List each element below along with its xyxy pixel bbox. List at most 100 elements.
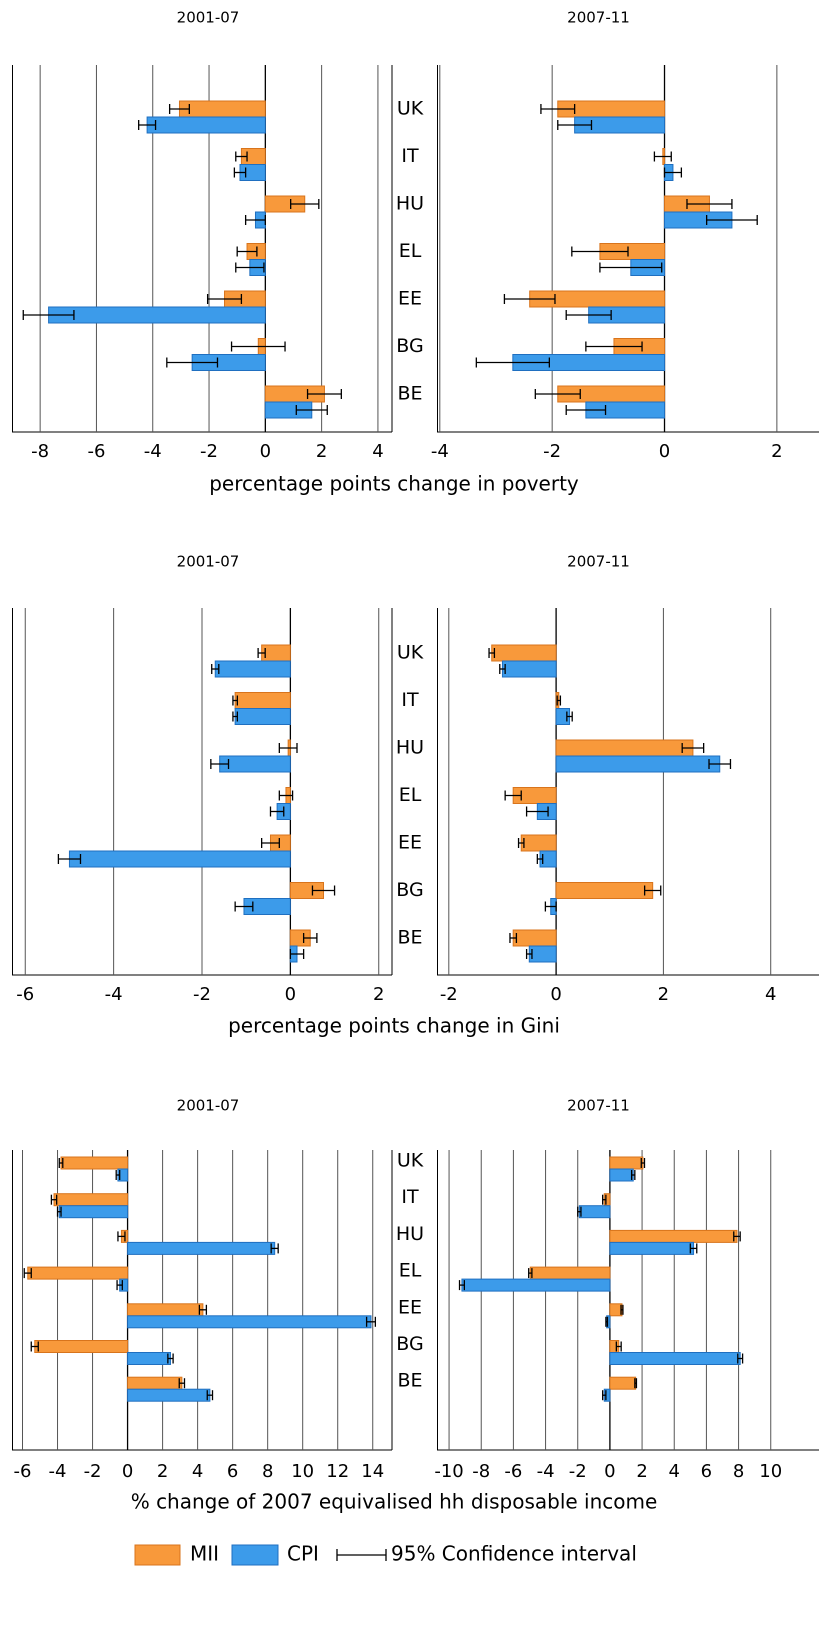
x-tick-label: -8 xyxy=(31,441,49,462)
bar xyxy=(234,692,291,709)
bar xyxy=(178,100,266,118)
category-label: HU xyxy=(396,1223,424,1245)
bar xyxy=(491,644,557,662)
error-bar xyxy=(602,1390,607,1401)
error-bar xyxy=(705,215,758,225)
bar xyxy=(53,1193,129,1207)
panel-title: 2001-07 xyxy=(177,1097,240,1115)
error-bar xyxy=(599,262,663,273)
legend-swatch xyxy=(134,1544,181,1566)
error-bar xyxy=(290,199,320,209)
x-tick-label: -2 xyxy=(543,441,561,462)
error-bar xyxy=(232,711,238,722)
x-tick-label: 0 xyxy=(604,1461,615,1482)
error-bar xyxy=(269,806,285,817)
x-tick-label: -6 xyxy=(14,1461,32,1482)
x-tick-label: 14 xyxy=(361,1461,384,1482)
bar xyxy=(214,660,291,678)
x-tick-label: 6 xyxy=(701,1461,712,1482)
error-bar xyxy=(166,357,219,368)
error-bar xyxy=(295,405,328,415)
bar xyxy=(146,116,266,134)
error-bar xyxy=(57,854,82,864)
category-label: HU xyxy=(396,193,424,215)
x-tick-label: 0 xyxy=(122,1461,133,1482)
error-bar xyxy=(737,1353,744,1364)
error-bar xyxy=(663,167,683,178)
error-bar xyxy=(557,120,593,130)
error-bar xyxy=(236,246,258,257)
bar xyxy=(609,1303,623,1317)
error-bar xyxy=(517,838,525,848)
error-bar xyxy=(235,151,248,162)
bar xyxy=(520,834,557,852)
error-bar xyxy=(365,1316,377,1327)
category-label: BE xyxy=(397,1370,422,1392)
bar xyxy=(501,660,557,678)
legend-label: CPI xyxy=(287,1542,319,1566)
x-tick-label: -4 xyxy=(431,441,449,462)
x-tick-label: 2 xyxy=(771,441,782,462)
error-bar xyxy=(689,1243,698,1254)
legend-label: 95% Confidence interval xyxy=(391,1542,637,1566)
category-label: HU xyxy=(396,737,424,759)
error-bar xyxy=(615,1341,622,1352)
error-bar xyxy=(577,1206,582,1217)
error-bar xyxy=(475,357,551,368)
bar xyxy=(60,1156,129,1170)
bar xyxy=(127,1352,171,1365)
error-bar xyxy=(211,664,220,674)
bar xyxy=(609,1241,695,1255)
x-tick-label: 6 xyxy=(227,1461,238,1482)
category-label: UK xyxy=(397,98,424,120)
error-bar xyxy=(30,1341,39,1352)
panel-title: 2001-07 xyxy=(177,553,240,571)
bar xyxy=(578,1205,611,1219)
x-tick-label: 2 xyxy=(658,984,669,1005)
category-label: IT xyxy=(401,145,419,167)
error-bar xyxy=(257,648,266,658)
legend-swatch xyxy=(231,1544,279,1566)
category-label: IT xyxy=(401,1186,419,1208)
error-bar xyxy=(270,1243,279,1254)
error-bar xyxy=(233,167,247,178)
category-label: EE xyxy=(398,288,422,310)
category-label: BE xyxy=(397,383,422,405)
panel-title: 2007-11 xyxy=(567,1097,630,1115)
bar xyxy=(127,1388,211,1402)
category-label: BE xyxy=(397,927,422,949)
category-label: BG xyxy=(396,335,423,357)
error-bar xyxy=(634,1378,638,1389)
x-tick-label: -4 xyxy=(537,1461,555,1482)
x-tick-label: 0 xyxy=(550,984,561,1005)
error-bar xyxy=(630,1170,636,1180)
error-bar xyxy=(117,1231,126,1242)
x-tick-label: 4 xyxy=(372,441,383,462)
x-tick-label: -8 xyxy=(472,1461,490,1482)
error-bar xyxy=(232,695,238,706)
error-bar xyxy=(499,664,506,674)
error-bar xyxy=(178,1378,186,1389)
error-bar xyxy=(525,949,533,959)
error-bar xyxy=(602,1194,607,1205)
error-bar xyxy=(58,1158,64,1168)
error-bar xyxy=(306,389,342,399)
error-bar xyxy=(138,120,157,130)
category-label: EE xyxy=(398,1296,422,1318)
bar xyxy=(127,1241,276,1255)
error-bar xyxy=(509,933,518,943)
error-bar xyxy=(525,806,549,817)
x-axis-label: percentage points change in poverty xyxy=(209,472,579,496)
bar xyxy=(609,1376,637,1390)
error-bar xyxy=(653,151,672,162)
x-tick-label: -2 xyxy=(200,441,218,462)
category-label: BG xyxy=(396,879,423,901)
bar xyxy=(27,1266,129,1280)
error-bar xyxy=(244,215,266,225)
error-bar xyxy=(534,389,581,399)
x-tick-label: -2 xyxy=(569,1461,587,1482)
bar xyxy=(555,882,654,899)
error-bar xyxy=(605,1316,609,1327)
bar xyxy=(512,929,557,947)
